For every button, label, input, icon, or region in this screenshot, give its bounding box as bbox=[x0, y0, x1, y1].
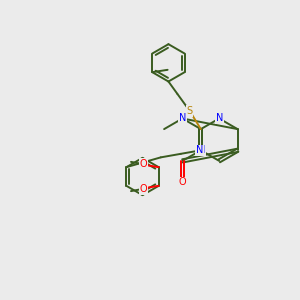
Text: S: S bbox=[187, 106, 193, 116]
Text: N: N bbox=[198, 145, 205, 155]
Text: N: N bbox=[215, 113, 223, 123]
Text: N: N bbox=[196, 145, 203, 155]
Text: O: O bbox=[179, 177, 186, 188]
Text: O: O bbox=[140, 159, 147, 169]
Text: O: O bbox=[140, 184, 147, 194]
Text: N: N bbox=[179, 113, 186, 123]
